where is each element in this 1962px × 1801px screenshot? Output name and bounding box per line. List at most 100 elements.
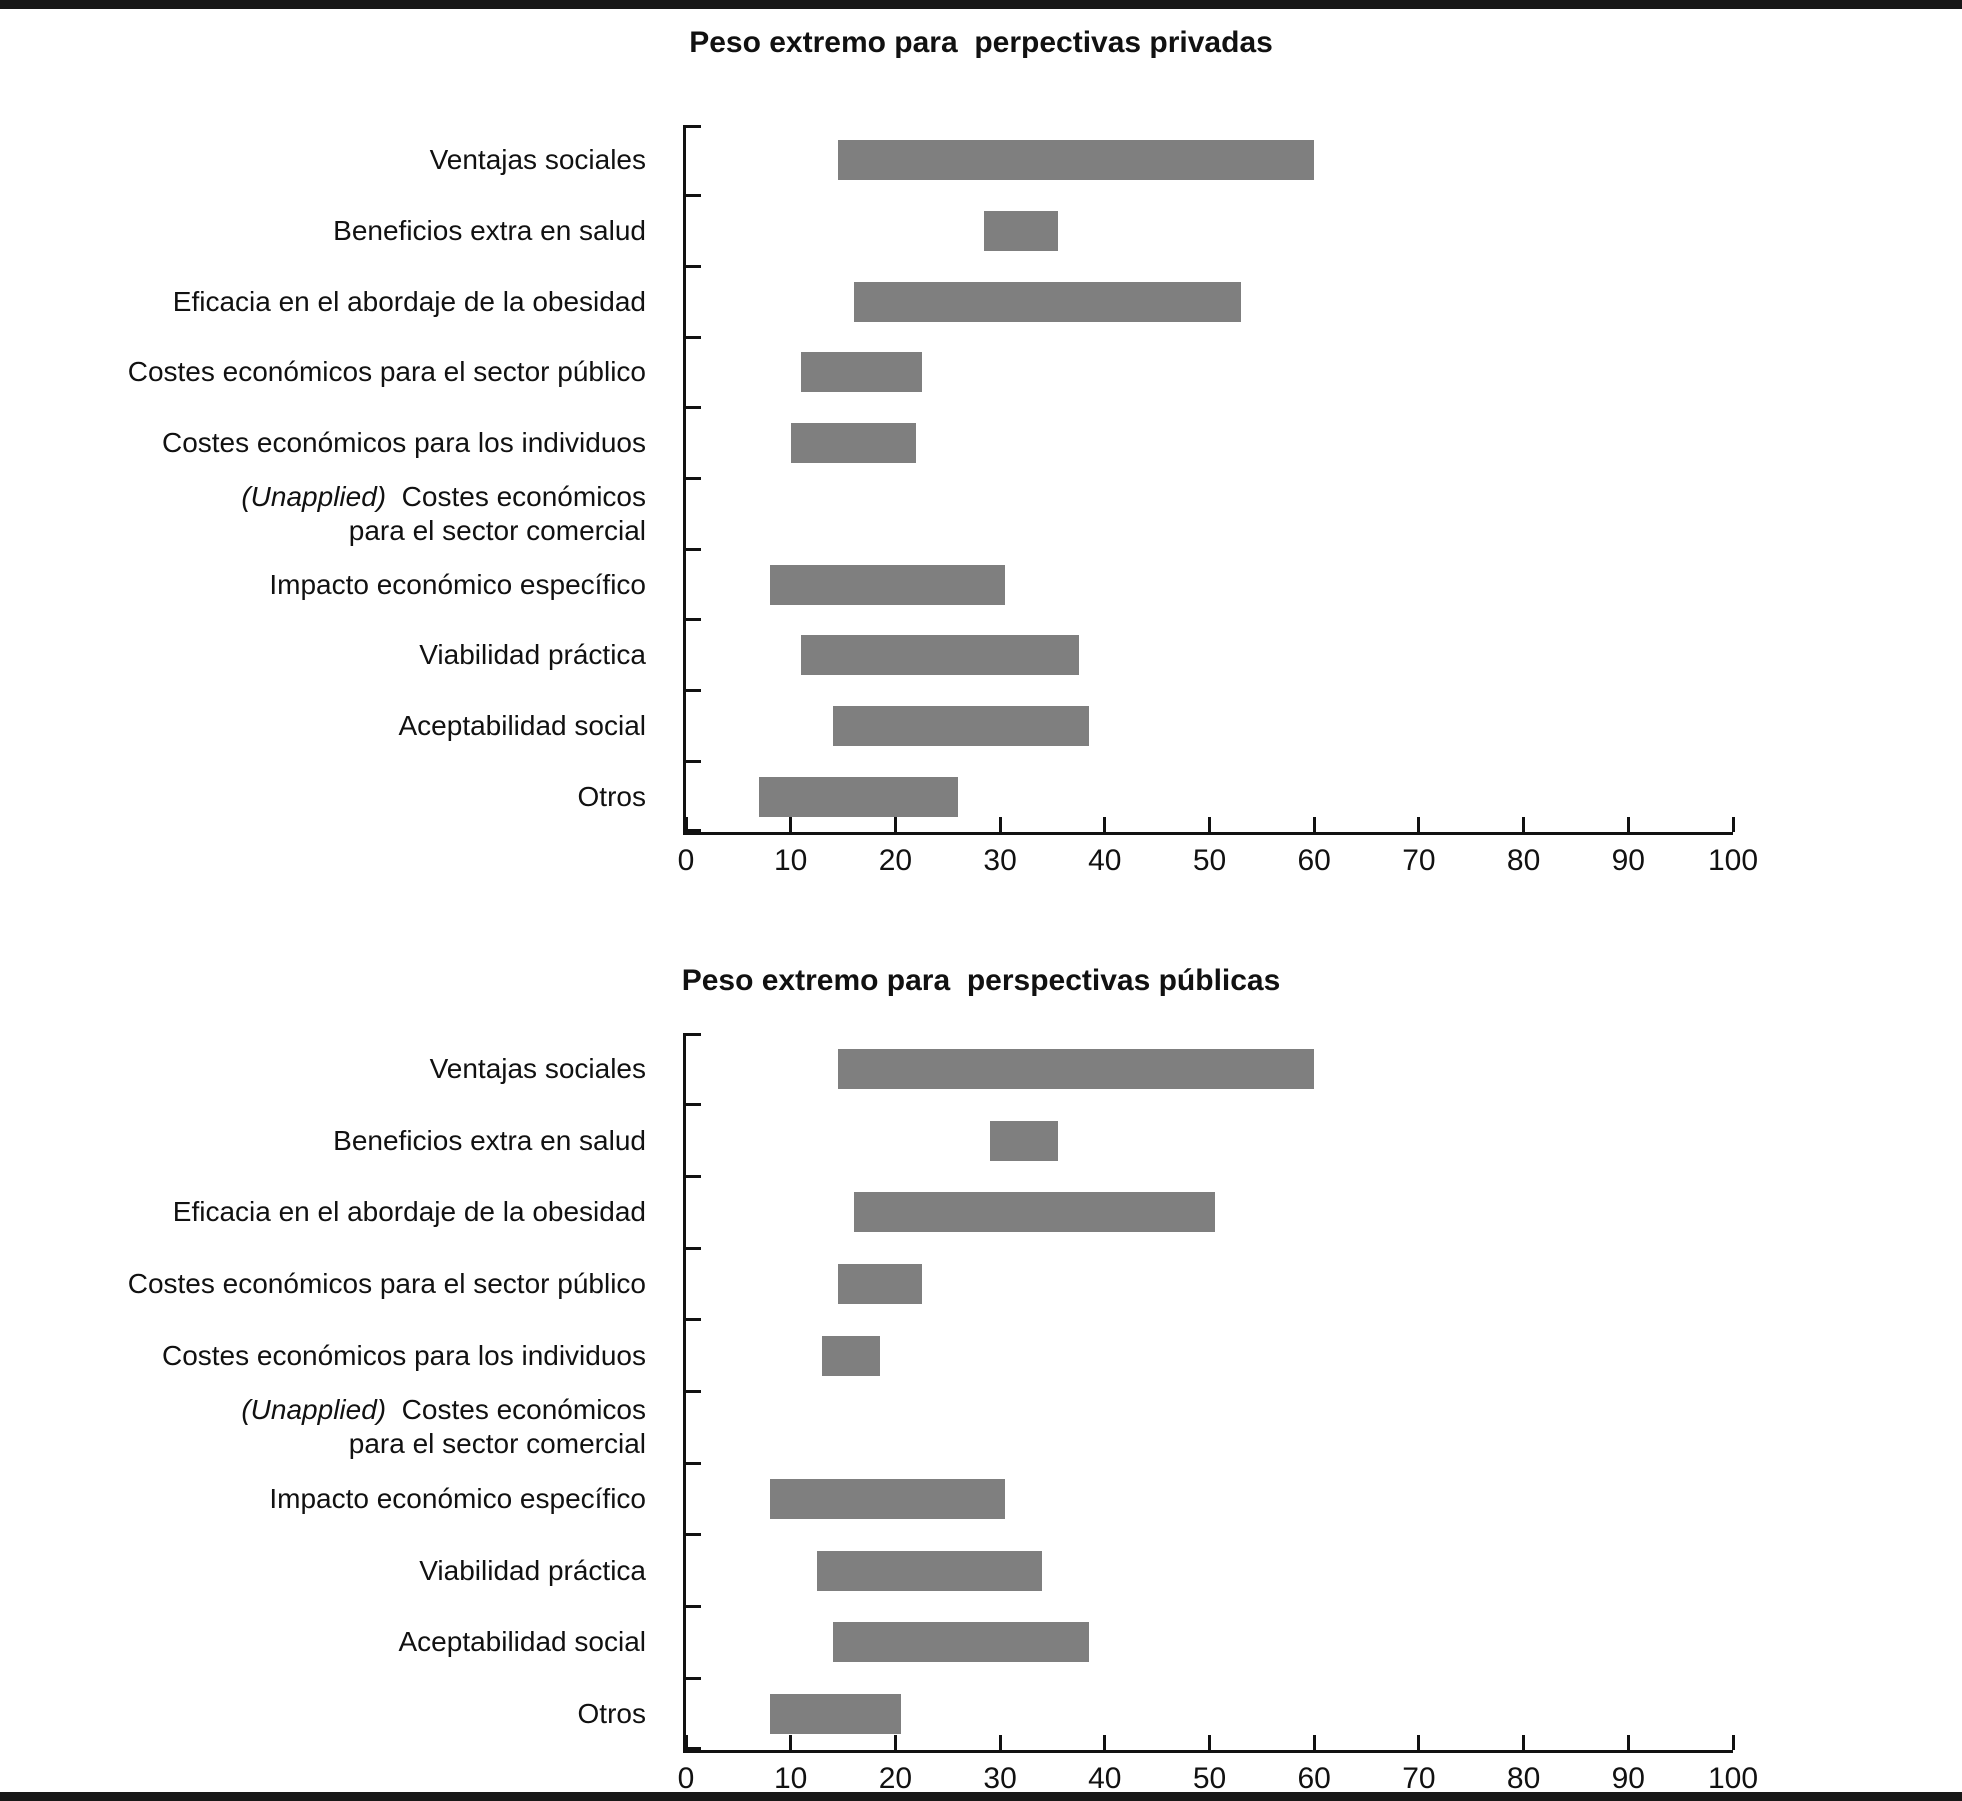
y-axis-tick xyxy=(686,759,701,763)
y-axis-tick xyxy=(686,1318,701,1322)
x-axis-tick-label: 100 xyxy=(1707,1762,1759,1795)
y-axis-tick xyxy=(686,1676,701,1680)
range-bar xyxy=(837,140,1315,181)
y-axis-tick xyxy=(686,335,701,339)
category-label-part: Costes económicos para los individuos xyxy=(161,427,646,459)
category-label: Otros xyxy=(0,761,662,832)
y-axis-tick xyxy=(686,406,701,410)
x-axis-tick-label: 50 xyxy=(1192,844,1227,877)
category-label: Aceptabilidad social xyxy=(0,1607,662,1679)
category-label-part: Beneficios extra en salud xyxy=(333,1124,646,1156)
category-label: Ventajas sociales xyxy=(0,125,662,196)
category-label-part: Costes económicos xyxy=(386,1394,646,1426)
x-axis-tick xyxy=(1103,1735,1107,1750)
category-label-part: Beneficios extra en salud xyxy=(333,215,646,247)
y-axis-tick xyxy=(686,194,701,198)
category-label-part: Ventajas sociales xyxy=(429,144,646,176)
x-axis-tick xyxy=(1208,817,1211,832)
y-axis-tick xyxy=(686,1246,701,1250)
category-label-part: Otros xyxy=(577,1698,646,1730)
x-axis-tick-label: 40 xyxy=(1088,844,1122,877)
category-label: Costes económicos para los individuos xyxy=(0,408,662,479)
top-rule-line xyxy=(0,0,1962,9)
category-label-part: Costes económicos para el sector público xyxy=(127,1267,646,1299)
range-bar xyxy=(790,423,917,464)
y-axis-tick xyxy=(686,618,701,622)
x-axis-tick-label: 30 xyxy=(983,844,1017,877)
x-axis-tick-label: 50 xyxy=(1192,1762,1227,1795)
category-label: (Unapplied) Costes económicos para el sec… xyxy=(0,1392,662,1464)
range-bar xyxy=(801,352,922,393)
category-label-part: Impacto económico específico xyxy=(269,568,646,600)
category-label-part: Costes económicos para el sector público xyxy=(127,356,646,388)
range-bar xyxy=(801,635,1079,676)
y-axis-tick xyxy=(686,1033,701,1036)
category-label-part: Eficacia en el abordaje de la obesidad xyxy=(172,285,646,317)
x-axis-tick xyxy=(1103,817,1107,832)
x-axis-tick xyxy=(1731,817,1735,832)
x-axis-tick-label: 80 xyxy=(1506,844,1541,877)
range-bar xyxy=(832,1622,1090,1663)
range-bar xyxy=(853,1192,1215,1233)
category-label-italic-part: (Unapplied) xyxy=(241,480,387,512)
x-axis-tick xyxy=(684,817,688,832)
x-axis-tick-label: 100 xyxy=(1707,844,1759,877)
range-bar xyxy=(853,281,1241,322)
chart-title-privadas: Peso extremo para perpectivas privadas xyxy=(689,26,1273,59)
x-axis-tick-label: 60 xyxy=(1297,844,1331,877)
y-axis-tick xyxy=(686,1174,701,1178)
x-axis-tick-label: 80 xyxy=(1506,1762,1541,1795)
x-axis-tick-label: 70 xyxy=(1402,844,1436,877)
x-axis-tick xyxy=(1417,1735,1421,1750)
chart-title-publicas: Peso extremo para perspectivas públicas xyxy=(681,964,1281,997)
x-axis-tick-label: 0 xyxy=(677,844,695,877)
y-axis-tick xyxy=(686,1390,701,1393)
range-bar xyxy=(759,776,959,817)
y-axis-tick xyxy=(686,547,701,551)
range-bar xyxy=(822,1335,880,1376)
category-label-part: Costes económicos xyxy=(386,480,646,512)
y-axis-tick xyxy=(686,264,701,268)
range-bar xyxy=(832,705,1090,746)
x-axis-tick-label: 90 xyxy=(1611,1762,1645,1795)
x-axis-tick xyxy=(998,1735,1002,1750)
x-axis-tick xyxy=(893,1735,897,1750)
category-label: Costes económicos para el sector público xyxy=(0,1248,662,1320)
y-axis-labels-publicas: Ventajas sociales Beneficios extra en sal… xyxy=(0,1033,662,1750)
range-bar xyxy=(837,1048,1315,1089)
category-label-part: Viabilidad práctica xyxy=(419,1554,646,1586)
y-axis-tick xyxy=(686,477,701,480)
range-bar xyxy=(769,1479,1006,1520)
x-axis-tick xyxy=(1312,817,1316,832)
x-axis-tick-label: 10 xyxy=(774,844,808,877)
x-axis-tick xyxy=(1208,1735,1211,1750)
x-axis-tick xyxy=(893,817,897,832)
x-axis-tick-label: 40 xyxy=(1088,1762,1122,1795)
y-axis-tick xyxy=(686,1461,701,1465)
category-label-part: Aceptabilidad social xyxy=(398,709,647,741)
category-label: Beneficios extra en salud xyxy=(0,1105,662,1177)
category-label-part: Viabilidad práctica xyxy=(419,639,646,671)
category-label-part: para el sector comercial xyxy=(348,1428,646,1460)
category-label: Impacto económico específico xyxy=(0,549,662,620)
category-label: Costes económicos para los individuos xyxy=(0,1320,662,1392)
category-label-part: Otros xyxy=(577,780,646,812)
range-bar xyxy=(989,1120,1058,1161)
range-bar xyxy=(837,1263,922,1304)
y-axis-tick xyxy=(686,1605,701,1609)
category-label: Beneficios extra en salud xyxy=(0,196,662,267)
category-label: Viabilidad práctica xyxy=(0,620,662,691)
category-label: Eficacia en el abordaje de la obesidad xyxy=(0,1176,662,1248)
y-axis-tick xyxy=(686,1103,701,1107)
x-axis-tick-label: 20 xyxy=(878,1762,913,1795)
y-axis-tick xyxy=(686,829,701,832)
x-axis-tick xyxy=(1522,1735,1526,1750)
category-label: (Unapplied) Costes económicos para el sec… xyxy=(0,479,662,550)
y-axis-tick xyxy=(686,1747,701,1750)
plot-area-privadas: 0 10 20 30 40 50 60 70 80 90 100 xyxy=(678,125,1758,877)
x-axis-tick xyxy=(1417,817,1421,832)
x-axis-tick-label: 90 xyxy=(1611,844,1645,877)
category-label-part: Aceptabilidad social xyxy=(398,1626,647,1658)
x-axis-tick xyxy=(998,817,1002,832)
x-axis-tick xyxy=(1626,1735,1630,1750)
